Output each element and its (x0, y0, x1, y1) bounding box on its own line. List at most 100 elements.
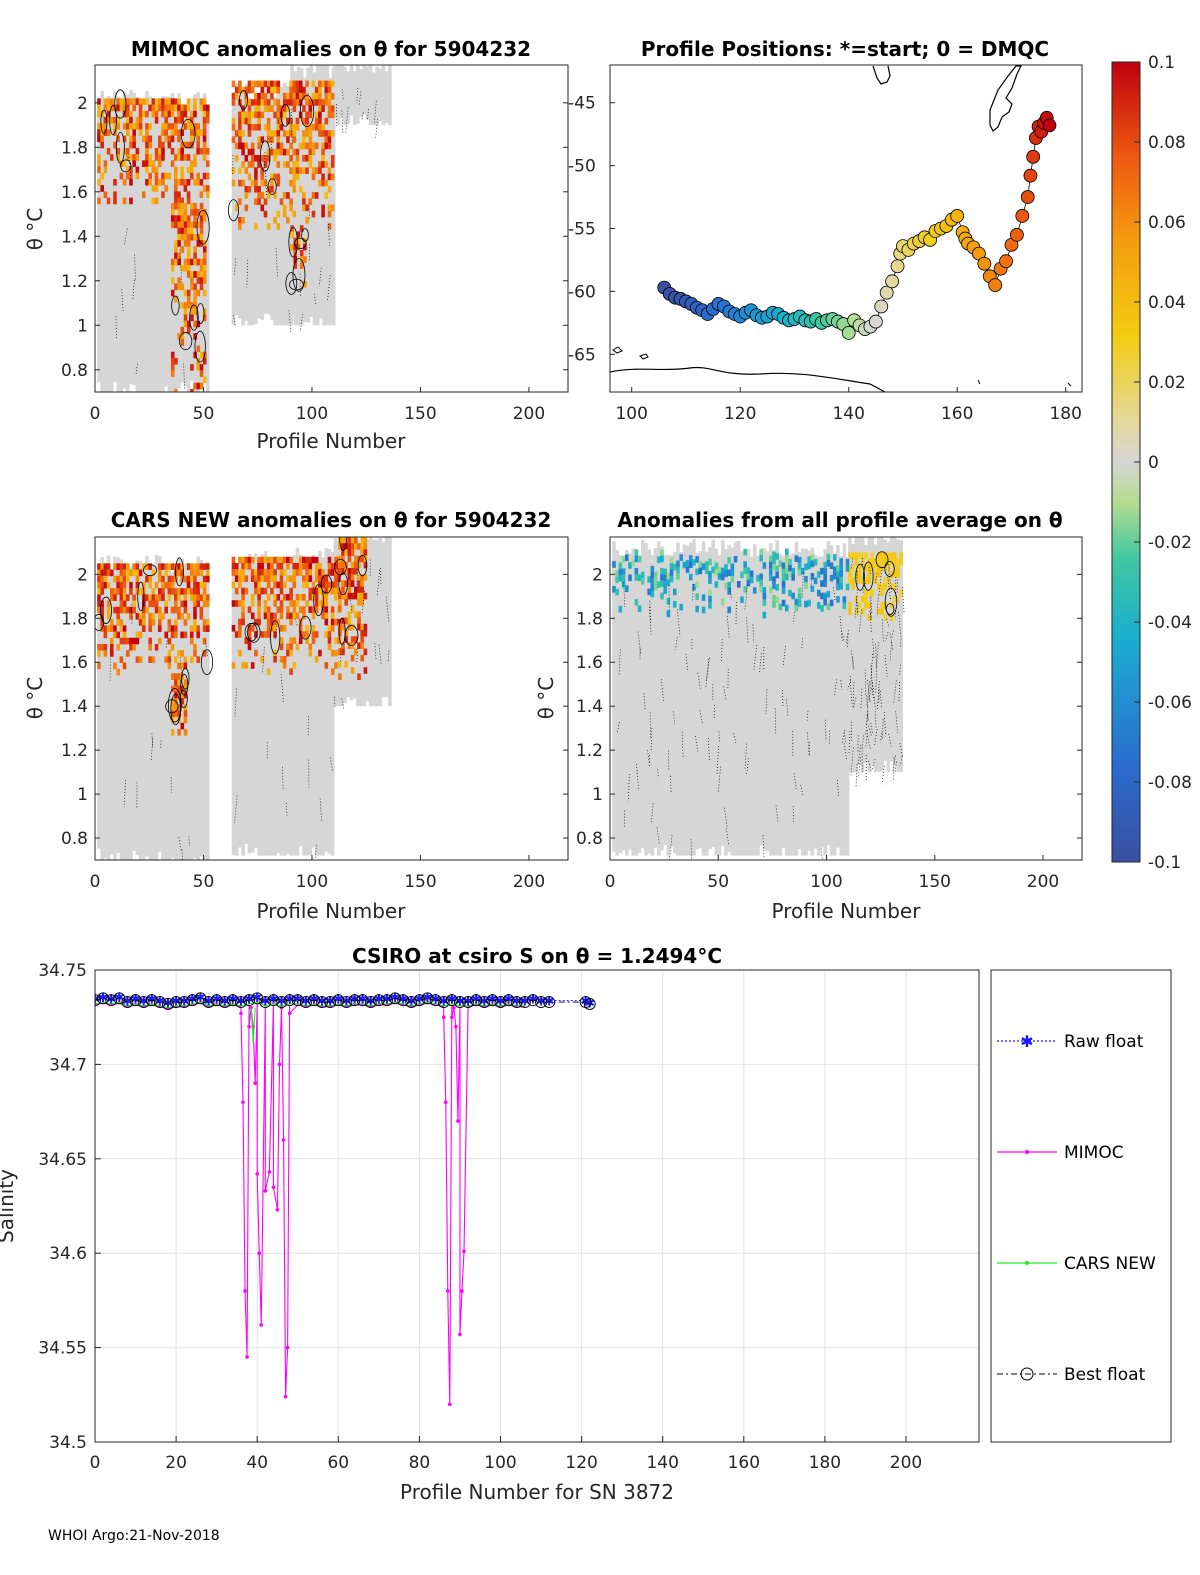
heatmap-cell (634, 574, 639, 581)
heatmap-cell (193, 104, 197, 112)
heatmap-cell (746, 579, 751, 587)
heatmap-cell (289, 587, 293, 595)
heatmap-cell (276, 161, 281, 168)
heatmap-cell (238, 136, 242, 143)
heatmap-cell (360, 630, 365, 637)
heatmap-cell (103, 104, 108, 112)
heatmap-cell (842, 602, 847, 610)
new-zealand-coastline (989, 65, 1022, 132)
heatmap-cell (177, 215, 181, 222)
heatmap-cell (189, 594, 194, 601)
heatmap-column (621, 556, 626, 851)
best-point (535, 996, 548, 1009)
contour-line (228, 199, 239, 222)
contour-line (292, 258, 306, 292)
heatmap-cell (113, 588, 117, 595)
heatmap-cell (270, 179, 274, 187)
heatmap-cell (173, 600, 178, 608)
heatmap-cell (273, 618, 277, 626)
y-tick-label: 1.2 (61, 272, 88, 292)
heatmap-cell (295, 86, 300, 94)
heatmap-column (653, 547, 658, 848)
heatmap-cell (231, 581, 236, 589)
heatmap-cell (199, 612, 204, 620)
heatmap-cell (860, 595, 865, 603)
heatmap-cell (628, 574, 632, 582)
best-point (405, 996, 418, 1009)
heatmap-cell (308, 161, 313, 168)
heatmap-column (161, 570, 165, 860)
heatmap-cell (357, 623, 361, 631)
contour-dotted (860, 688, 863, 709)
positions-axes-box (609, 64, 1083, 393)
heatmap-cell (263, 105, 268, 112)
heatmap-column (375, 66, 379, 126)
profile-marker (890, 259, 905, 274)
contour-dotted (262, 647, 265, 673)
heatmap-cell (202, 123, 207, 130)
heatmap-cell (298, 86, 303, 94)
heatmap-cell (177, 673, 181, 680)
heatmap-cell (113, 178, 117, 186)
heatmap-cell (157, 606, 162, 614)
heatmap-column (273, 558, 277, 856)
heatmap-cell (151, 569, 156, 577)
heatmap-cell (180, 631, 184, 639)
contour-dotted (884, 655, 888, 677)
heatmap-cell (154, 594, 159, 601)
heatmap-cell (308, 142, 313, 150)
heatmap-cell (238, 649, 242, 657)
heatmap-cell (202, 116, 207, 124)
heatmap-cell (250, 154, 255, 162)
heatmap-cell (100, 123, 104, 130)
heatmap-cell (254, 587, 258, 595)
heatmap-cell (289, 123, 293, 131)
heatmap-cell (193, 563, 197, 570)
heatmap-cell (360, 592, 365, 600)
allprofile-panel: Anomalies from all profile average on θ … (534, 508, 1083, 923)
heatmap-cell (357, 561, 361, 569)
x-tick-label: 140 (832, 404, 864, 424)
heatmap-cell (327, 556, 332, 564)
heatmap-cell (109, 116, 114, 124)
heatmap-cell (148, 619, 152, 626)
heatmap-cell (132, 643, 136, 651)
heatmap-cell (749, 576, 754, 584)
heatmap-cell (186, 191, 191, 198)
heatmap-cell (305, 111, 309, 119)
contour-dotted (872, 638, 875, 658)
heatmap-cell (247, 173, 252, 181)
heatmap-column (234, 83, 239, 316)
heatmap-cell (157, 569, 162, 577)
heatmap-cell (330, 562, 335, 570)
heatmap-cell (260, 204, 265, 212)
heatmap-cell (244, 142, 249, 150)
heatmap-cell (656, 581, 661, 588)
heatmap-cell (177, 277, 181, 284)
heatmap-cell (177, 233, 181, 241)
heatmap-cell (234, 600, 239, 607)
heatmap-cell (135, 656, 140, 663)
heatmap-cell (327, 167, 332, 174)
heatmap-column (145, 555, 149, 857)
heatmap-column (119, 559, 124, 860)
contour-line (175, 557, 184, 587)
heatmap-cell (241, 593, 245, 601)
heatmap-cell (334, 556, 338, 564)
best-point (283, 994, 296, 1007)
heatmap-cell (199, 569, 204, 577)
heatmap-cell (701, 594, 706, 601)
heatmap-cell (327, 581, 332, 589)
heatmap-cell (193, 575, 197, 583)
heatmap-cell (103, 643, 108, 651)
heatmap-column (286, 85, 290, 326)
heatmap-column (836, 545, 840, 848)
heatmap-cell (97, 606, 101, 614)
heatmap-cell (621, 568, 626, 576)
contour-dotted (807, 732, 810, 757)
heatmap-cell (241, 606, 245, 613)
contour-dotted (854, 595, 858, 618)
heatmap-cell (167, 98, 172, 105)
heatmap-cell (305, 99, 309, 106)
y-tick-label: 1.8 (61, 138, 88, 158)
